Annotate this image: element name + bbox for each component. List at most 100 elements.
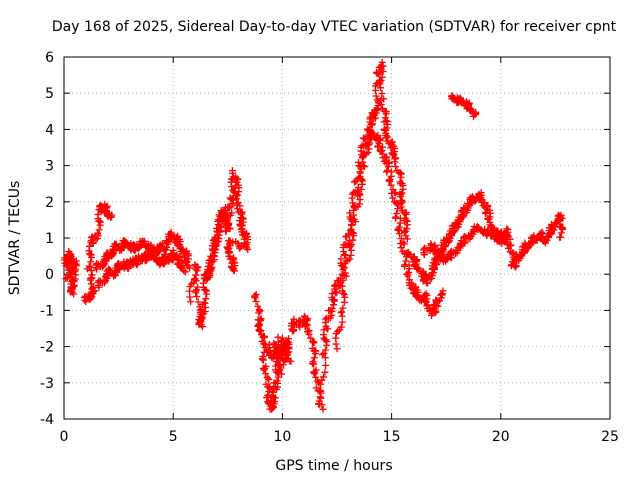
data-point-marker bbox=[194, 298, 202, 306]
data-point-marker bbox=[214, 228, 222, 236]
data-point-marker bbox=[133, 261, 141, 269]
data-point-marker bbox=[338, 282, 346, 290]
data-point-marker bbox=[236, 220, 244, 228]
data-point-marker bbox=[392, 163, 400, 171]
data-point-marker bbox=[255, 326, 263, 334]
data-point-marker bbox=[193, 267, 201, 275]
data-point-marker bbox=[394, 205, 402, 213]
data-point-marker bbox=[360, 162, 368, 170]
data-point-marker bbox=[225, 204, 233, 212]
data-point-marker bbox=[377, 100, 385, 108]
data-point-marker bbox=[349, 229, 357, 237]
data-point-marker bbox=[469, 194, 477, 202]
data-point-marker bbox=[513, 252, 521, 260]
data-point-marker bbox=[233, 205, 241, 213]
data-point-marker bbox=[472, 108, 480, 116]
data-point-marker bbox=[222, 227, 230, 235]
data-point-marker bbox=[312, 373, 320, 381]
data-point-marker bbox=[183, 261, 191, 269]
data-point-marker bbox=[108, 211, 116, 219]
data-point-marker bbox=[255, 309, 263, 317]
data-point-marker bbox=[376, 80, 384, 88]
data-point-marker bbox=[378, 58, 386, 66]
data-point-marker bbox=[482, 208, 490, 216]
x-tick-label: 10 bbox=[273, 429, 291, 445]
data-point-marker bbox=[503, 240, 511, 248]
y-tick-label: -1 bbox=[40, 303, 54, 319]
data-point-marker bbox=[371, 114, 379, 122]
data-point-marker bbox=[347, 241, 355, 249]
data-point-marker bbox=[321, 336, 329, 344]
data-point-marker bbox=[305, 330, 313, 338]
data-point-marker bbox=[401, 228, 409, 236]
data-point-marker bbox=[102, 208, 110, 216]
data-point-marker bbox=[556, 220, 564, 228]
data-point-marker bbox=[254, 302, 262, 310]
data-point-marker bbox=[473, 222, 481, 230]
data-point-marker bbox=[389, 194, 397, 202]
data-point-marker bbox=[259, 364, 267, 372]
data-point-marker bbox=[287, 357, 295, 365]
data-point-marker bbox=[394, 226, 402, 234]
data-point-marker bbox=[89, 284, 97, 292]
data-point-marker bbox=[379, 154, 387, 162]
data-point-marker bbox=[207, 264, 215, 272]
data-point-marker bbox=[322, 346, 330, 354]
data-point-marker bbox=[391, 158, 399, 166]
axis-ticks: 0 5 10 15 20 25 -4 -3 -2 -1 0 1 2 3 4 5 6 bbox=[40, 50, 619, 445]
data-point-marker bbox=[227, 203, 235, 211]
data-point-marker bbox=[159, 244, 167, 252]
data-point-marker bbox=[274, 369, 282, 377]
data-point-marker bbox=[233, 178, 241, 186]
data-point-marker bbox=[333, 345, 341, 353]
data-point-marker bbox=[284, 335, 292, 343]
data-point-marker bbox=[403, 235, 411, 243]
data-point-marker bbox=[375, 63, 383, 71]
data-point-marker bbox=[557, 229, 565, 237]
data-point-marker bbox=[303, 321, 311, 329]
y-tick-label: 6 bbox=[45, 50, 54, 66]
data-points bbox=[60, 58, 567, 413]
data-point-marker bbox=[361, 163, 369, 171]
data-point-marker bbox=[321, 354, 329, 362]
data-point-marker bbox=[238, 214, 246, 222]
data-point-marker bbox=[383, 153, 391, 161]
data-point-marker bbox=[547, 230, 555, 238]
x-tick-label: 15 bbox=[383, 429, 401, 445]
data-point-marker bbox=[261, 370, 269, 378]
data-point-marker bbox=[441, 243, 449, 251]
data-point-marker bbox=[310, 339, 318, 347]
data-point-marker bbox=[228, 169, 236, 177]
data-point-marker bbox=[160, 260, 168, 268]
data-point-marker bbox=[200, 299, 208, 307]
data-point-marker bbox=[93, 230, 101, 238]
data-point-marker bbox=[433, 249, 441, 257]
data-point-marker bbox=[224, 222, 232, 230]
data-point-marker bbox=[318, 376, 326, 384]
data-point-marker bbox=[170, 249, 178, 257]
data-point-marker bbox=[259, 356, 267, 364]
data-point-marker bbox=[392, 154, 400, 162]
data-point-marker bbox=[377, 147, 385, 155]
data-point-marker bbox=[104, 212, 112, 220]
data-point-marker bbox=[260, 332, 268, 340]
data-point-marker bbox=[478, 198, 486, 206]
data-point-marker bbox=[448, 92, 456, 100]
data-point-marker bbox=[396, 219, 404, 227]
data-point-marker bbox=[311, 350, 319, 357]
data-point-marker bbox=[402, 232, 410, 240]
data-point-marker bbox=[400, 262, 408, 270]
x-tick-label: 25 bbox=[601, 429, 619, 445]
x-tick-label: 0 bbox=[60, 429, 69, 445]
data-point-marker bbox=[402, 257, 410, 265]
data-point-marker bbox=[187, 298, 195, 306]
y-tick-label: 2 bbox=[45, 195, 54, 211]
data-point-marker bbox=[88, 271, 96, 279]
y-tick-label: 1 bbox=[45, 231, 54, 247]
data-point-marker bbox=[350, 204, 358, 212]
data-point-marker bbox=[322, 315, 330, 323]
data-point-marker bbox=[349, 236, 357, 244]
data-point-marker bbox=[65, 271, 73, 279]
data-point-marker bbox=[95, 226, 103, 234]
